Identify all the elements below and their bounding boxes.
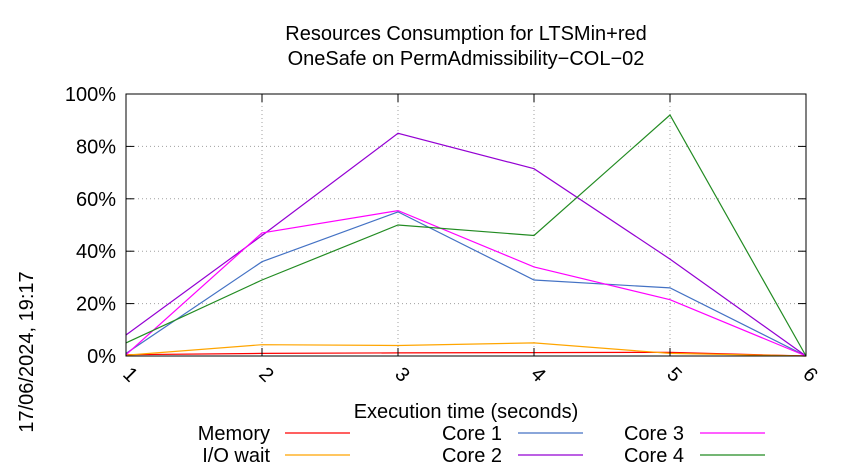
legend-label: Core 1 [442, 423, 502, 445]
legend-label: Core 2 [442, 445, 502, 467]
legend-label: Memory [198, 423, 270, 445]
series-line-core-4 [125, 114, 807, 357]
x-axis-label: Execution time (seconds) [354, 401, 579, 423]
legend-label: Core 3 [624, 423, 684, 445]
x-tick-label: 6 [798, 363, 821, 386]
y-tick-label: 20% [76, 294, 116, 316]
series-lines [125, 114, 807, 357]
series-line-core-2 [125, 132, 807, 357]
y-axis: 0% 20% 40% 60% 80% 100% [65, 84, 806, 368]
x-tick-label: 3 [390, 363, 413, 386]
chart-subtitle: OneSafe on PermAdmissibility−COL−02 [288, 48, 645, 70]
x-tick-label: 2 [254, 363, 277, 386]
legend-label: I/O wait [202, 445, 270, 467]
y-tick-label: 60% [76, 189, 116, 211]
timestamp-label: 17/06/2024, 19:17 [16, 271, 38, 432]
y-tick-label: 40% [76, 241, 116, 263]
series-line-core-3 [125, 209, 807, 357]
chart-title: Resources Consumption for LTSMin+red [285, 23, 646, 45]
legend-label: Core 4 [624, 445, 684, 467]
y-tick-label: 100% [65, 84, 116, 106]
series-line-i-o-wait [125, 342, 807, 357]
x-tick-label: 4 [526, 363, 549, 386]
grid-lines [126, 94, 806, 356]
y-tick-label: 0% [87, 346, 116, 368]
x-tick-label: 5 [662, 363, 685, 386]
series-line-memory [125, 351, 807, 357]
x-tick-label: 1 [118, 363, 141, 386]
plot-frame [125, 93, 807, 357]
series-line-core-1 [125, 211, 807, 357]
y-tick-label: 80% [76, 136, 116, 158]
